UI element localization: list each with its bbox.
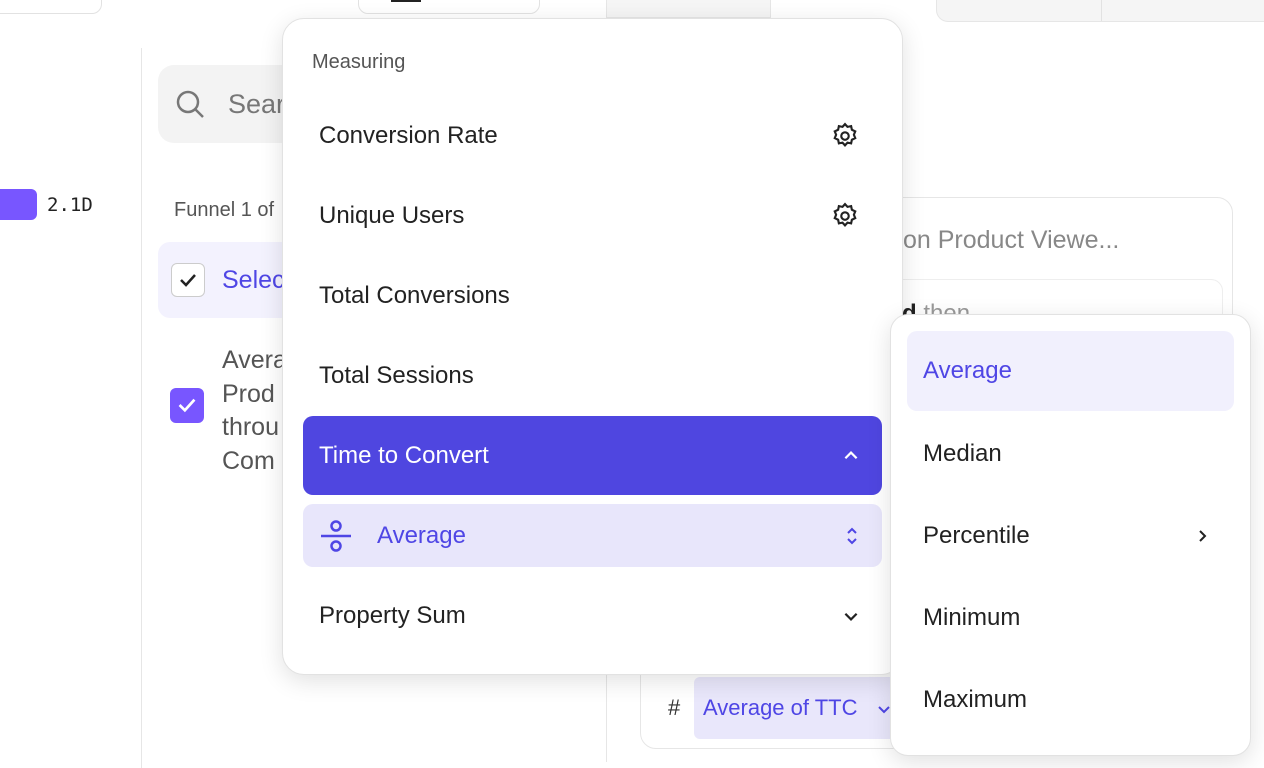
menu-item-label: Total Sessions bbox=[319, 361, 474, 389]
checkbox[interactable] bbox=[171, 263, 205, 297]
funnel-label: Funnel 1 of bbox=[174, 199, 275, 221]
list-item-description: Avera Prod throu Com bbox=[222, 344, 287, 478]
menu-item-median[interactable]: Median bbox=[907, 414, 1234, 494]
list-item-label: Selec bbox=[222, 266, 285, 294]
menu-item-label: Time to Convert bbox=[319, 441, 489, 469]
line: Prod bbox=[222, 379, 275, 408]
menu-item-total-sessions[interactable]: Total Sessions bbox=[303, 336, 882, 415]
value-bar bbox=[0, 189, 37, 220]
menu-item-label: Median bbox=[923, 440, 1002, 467]
menu-item-total-conversions[interactable]: Total Conversions bbox=[303, 256, 882, 335]
menu-item-average[interactable]: Average bbox=[907, 331, 1234, 411]
divider bbox=[141, 48, 142, 768]
chevron-up-icon bbox=[844, 450, 858, 459]
line: Com bbox=[222, 446, 275, 475]
menu-item-minimum[interactable]: Minimum bbox=[907, 578, 1234, 658]
menu-item-label: Maximum bbox=[923, 686, 1028, 713]
menu-item-label: Percentile bbox=[923, 522, 1030, 549]
step-text: on Product Viewe... bbox=[903, 226, 1120, 254]
menu-item-label: Conversion Rate bbox=[319, 121, 498, 149]
divide-icon bbox=[321, 519, 351, 552]
chevron-down-icon bbox=[878, 706, 890, 714]
top-toggle-fragment[interactable] bbox=[936, 0, 1264, 22]
menu-item-label: Average bbox=[923, 357, 1012, 384]
menu-header: Measuring bbox=[312, 51, 406, 73]
aggregation-select-label: Average bbox=[377, 521, 466, 549]
menu-item-time-to-convert[interactable]: Time to Convert bbox=[303, 416, 882, 495]
top-tab-fragment[interactable] bbox=[606, 0, 771, 18]
metric-chip-label: Average of TTC bbox=[703, 695, 858, 720]
aggregation-menu: Average Median Percentile Minimum Maximu… bbox=[890, 314, 1251, 756]
chevron-up-down-icon bbox=[847, 527, 857, 544]
line: Avera bbox=[222, 346, 287, 374]
check-icon bbox=[178, 398, 196, 413]
search-icon bbox=[176, 90, 204, 118]
search-placeholder: Sear bbox=[228, 89, 286, 119]
top-card-fragment bbox=[0, 0, 102, 14]
menu-item-label: Property Sum bbox=[319, 601, 466, 629]
aggregation-select[interactable]: Average bbox=[303, 504, 882, 567]
menu-item-property-sum[interactable]: Property Sum bbox=[303, 576, 882, 655]
menu-item-percentile[interactable]: Percentile bbox=[907, 496, 1234, 576]
chevron-right-icon bbox=[1199, 530, 1207, 542]
menu-item-label: Unique Users bbox=[319, 201, 465, 229]
hash-icon: # bbox=[668, 695, 681, 720]
check-icon bbox=[180, 274, 196, 287]
menu-item-label: Minimum bbox=[923, 604, 1021, 631]
checkbox[interactable] bbox=[170, 388, 204, 423]
menu-item-conversion-rate[interactable]: Conversion Rate bbox=[303, 96, 882, 175]
gear-icon[interactable] bbox=[830, 121, 860, 151]
top-button-fragment[interactable] bbox=[358, 0, 540, 14]
gear-icon[interactable] bbox=[830, 201, 860, 231]
bar-value-label: 2.1D bbox=[47, 194, 93, 216]
line: throu bbox=[222, 413, 279, 441]
menu-item-label: Total Conversions bbox=[319, 281, 510, 309]
measuring-menu: Measuring Conversion Rate Unique Users T… bbox=[282, 18, 903, 675]
menu-item-unique-users[interactable]: Unique Users bbox=[303, 176, 882, 255]
chevron-down-icon bbox=[844, 612, 858, 621]
metric-chip[interactable]: Average of TTC bbox=[694, 677, 904, 739]
menu-item-maximum[interactable]: Maximum bbox=[907, 660, 1234, 740]
funnel-card: on Product Viewe... d then # Average of … bbox=[640, 197, 1233, 749]
